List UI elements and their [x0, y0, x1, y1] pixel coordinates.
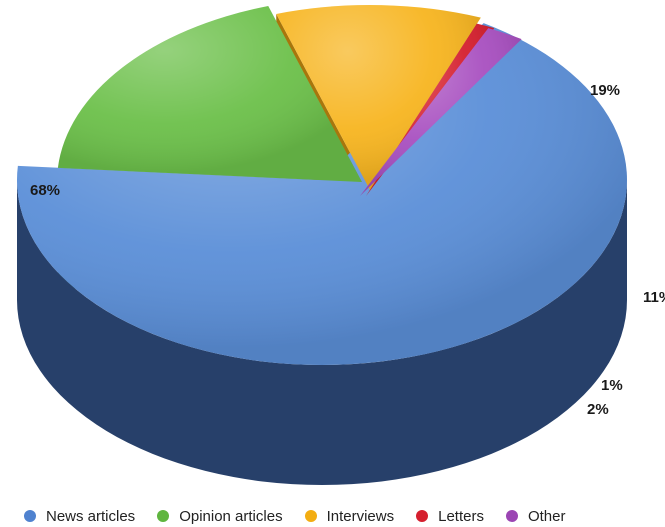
slice-gloss-interviews: [276, 5, 481, 191]
legend-item-opinion-articles[interactable]: Opinion articles: [157, 507, 283, 525]
data-label-other: 2%: [587, 401, 609, 418]
slice-gloss-news-articles: [17, 23, 628, 365]
legend-label-interviews: Interviews: [326, 507, 395, 525]
legend-swatch-opinion-articles: [157, 510, 170, 522]
legend-item-interviews[interactable]: Interviews: [304, 507, 395, 525]
data-label-news-articles: 68%: [30, 182, 60, 199]
legend-label-news-articles: News articles: [46, 507, 136, 525]
legend: News articles Opinion articles Interview…: [24, 506, 565, 526]
data-label-interviews: 11%: [643, 289, 665, 306]
slice-gloss-opinion-articles: [57, 5, 363, 182]
legend-item-other[interactable]: Other: [505, 507, 566, 525]
legend-swatch-news-articles: [24, 510, 36, 522]
data-label-letters: 1%: [601, 377, 623, 394]
legend-swatch-other: [505, 510, 518, 522]
slice-gloss-other: [360, 28, 522, 197]
legend-label-opinion-articles: Opinion articles: [179, 507, 283, 525]
data-label-opinion-articles: 19%: [590, 82, 620, 99]
legend-swatch-letters: [416, 510, 429, 522]
legend-label-other: Other: [527, 507, 566, 525]
legend-swatch-interviews: [304, 510, 317, 522]
slice-side-news-articles: [17, 180, 627, 485]
legend-item-news-articles[interactable]: News articles: [24, 508, 135, 525]
legend-item-letters[interactable]: Letters: [416, 508, 484, 525]
legend-label-letters: Letters: [438, 507, 484, 525]
